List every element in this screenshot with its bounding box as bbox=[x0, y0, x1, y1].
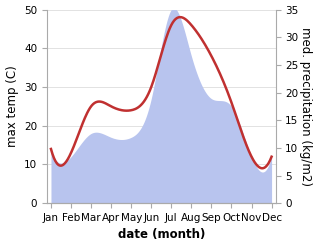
X-axis label: date (month): date (month) bbox=[118, 228, 205, 242]
Y-axis label: max temp (C): max temp (C) bbox=[5, 65, 18, 147]
Y-axis label: med. precipitation (kg/m2): med. precipitation (kg/m2) bbox=[300, 27, 313, 186]
